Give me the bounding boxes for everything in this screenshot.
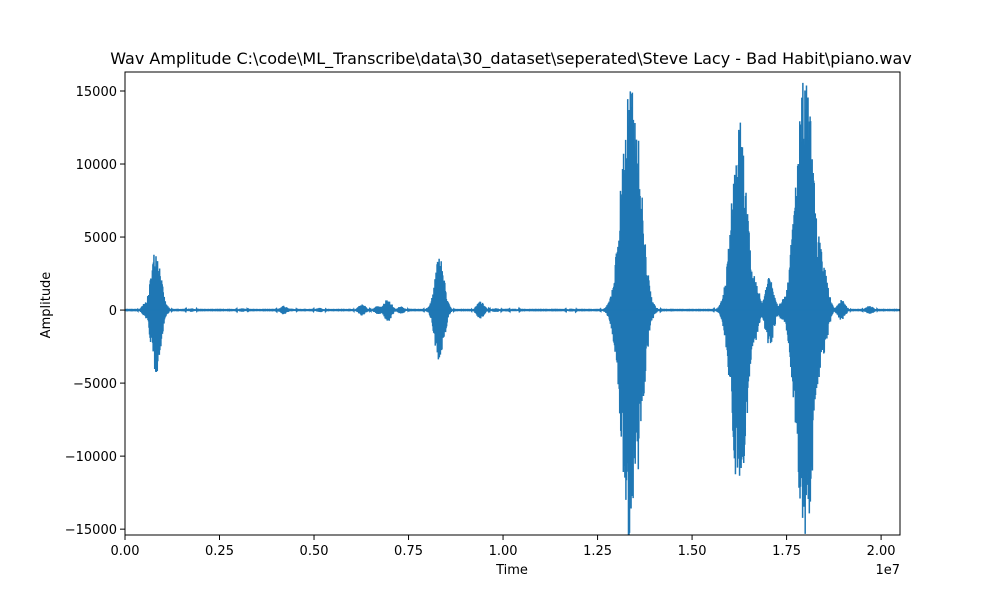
x-axis-label: Time	[495, 563, 528, 578]
x-tick-label: 1.25	[583, 544, 612, 559]
y-tick-label: 5000	[84, 231, 117, 246]
plot-area	[124, 71, 901, 536]
y-tick-label: −10000	[65, 450, 117, 465]
x-tick-label: 0.75	[394, 544, 423, 559]
x-axis-ticks: 0.00 0.25 0.50 0.75 1.00 1.25 1.50 1.75 2.00	[111, 535, 896, 559]
y-tick-label: 15000	[76, 85, 117, 100]
x-tick-label: 1.50	[678, 544, 707, 559]
y-axis-ticks: 15000 10000 5000 0 −5000 −10000 −15000	[65, 85, 125, 538]
y-tick-label: −15000	[65, 523, 117, 538]
x-tick-label: 2.00	[867, 544, 896, 559]
x-axis-offset-label: 1e7	[875, 563, 900, 578]
x-tick-label: 1.75	[772, 544, 801, 559]
y-tick-label: 0	[109, 304, 117, 319]
y-tick-label: −5000	[73, 377, 117, 392]
y-axis-label: Amplitude	[39, 272, 54, 339]
chart-title: Wav Amplitude C:\code\ML_Transcribe\data…	[110, 49, 912, 69]
x-tick-label: 0.25	[205, 544, 234, 559]
y-tick-label: 10000	[76, 158, 117, 173]
x-tick-label: 0.00	[111, 544, 140, 559]
x-tick-label: 0.50	[300, 544, 329, 559]
x-tick-label: 1.00	[489, 544, 518, 559]
axes-frame	[124, 71, 901, 536]
